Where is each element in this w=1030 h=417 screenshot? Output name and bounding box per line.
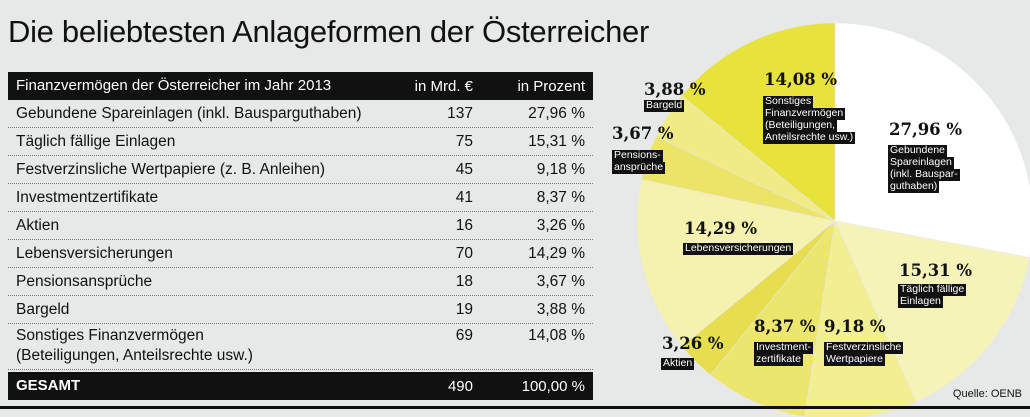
- table-row: Bargeld 19 3,88 %: [8, 296, 593, 324]
- pie-percent-label: 9,18 %: [824, 317, 886, 336]
- row-percent: 14,29 %: [528, 244, 585, 262]
- total-label: GESAMT: [16, 377, 81, 394]
- pie-caption-label: Aktien: [661, 357, 695, 370]
- table-row: Festverzinsliche Wertpapiere (z. B. Anle…: [8, 156, 593, 184]
- table-row: Gebundene Spareinlagen (inkl. Bauspargut…: [8, 100, 593, 128]
- table-total: GESAMT 490 100,00 %: [8, 372, 593, 400]
- pie-caption-label: Wertpapiere: [824, 353, 886, 366]
- pie-caption-label: zertifikate: [754, 353, 803, 366]
- pie-percent-label: 3,67 %: [612, 124, 674, 143]
- header-percent: in Prozent: [517, 77, 585, 95]
- table-header: Finanzvermögen der Österreicher im Jahr …: [8, 72, 593, 100]
- pie-caption-label: ansprüche: [612, 161, 666, 174]
- row-percent: 9,18 %: [536, 160, 585, 178]
- pie-caption-label: (Beteiligungen,: [763, 119, 838, 132]
- pie-percent-label: 14,29 %: [684, 219, 758, 238]
- pie-caption-label: Täglich fällige: [898, 283, 967, 296]
- row-label: Pensionsansprüche: [16, 272, 153, 290]
- pie-caption-label: Anteilsrechte usw.): [763, 131, 856, 144]
- pie-slice: [804, 219, 917, 417]
- pie-caption-label: Gebundene: [888, 144, 947, 157]
- total-amount: 490: [447, 377, 473, 395]
- row-amount: 70: [455, 244, 473, 262]
- pie-percent-label: 3,88 %: [644, 80, 706, 99]
- row-label: Gebundene Spareinlagen (inkl. Bauspargut…: [16, 104, 362, 122]
- row-percent: 3,26 %: [536, 216, 585, 234]
- row-amount: 69: [455, 327, 473, 344]
- pie-caption-label: Pensions-: [612, 149, 663, 162]
- pie-caption-label: Investment-: [754, 341, 813, 354]
- table-row: Sonstiges Finanzvermögen (Beteiligungen,…: [8, 324, 593, 370]
- row-label-line2: (Beteiligungen, Anteilsrechte usw.): [16, 347, 253, 364]
- pie-slice: [710, 219, 836, 417]
- row-percent: 15,31 %: [528, 132, 585, 150]
- pie-percent-label: 27,96 %: [889, 120, 963, 139]
- row-amount: 41: [455, 188, 473, 206]
- pie-slice: [834, 22, 1030, 258]
- row-label: Aktien: [16, 216, 60, 234]
- table-row: Täglich fällige Einlagen 75 15,31 %: [8, 128, 593, 156]
- pie-caption-label: (inkl. Bauspar-: [888, 168, 960, 181]
- source-note: Quelle: OENB: [952, 388, 1022, 400]
- data-table: Finanzvermögen der Österreicher im Jahr …: [8, 72, 593, 400]
- pie-caption-label: Finanzvermögen: [763, 107, 846, 120]
- pie-caption-label: Lebensversicherungen: [683, 242, 794, 255]
- pie-caption-label: Sonstiges: [763, 95, 814, 108]
- header-amount: in Mrd. €: [414, 77, 473, 95]
- pie-slice: [681, 22, 836, 222]
- pie-slice: [636, 179, 836, 347]
- pie-percent-label: 8,37 %: [754, 317, 816, 336]
- row-label: Investmentzertifikate: [16, 188, 159, 206]
- row-label: Festverzinsliche Wertpapiere (z. B. Anle…: [16, 160, 325, 178]
- row-percent: 8,37 %: [536, 188, 585, 206]
- page-title: Die beliebtesten Anlageformen der Österr…: [8, 14, 649, 49]
- table-row: Investmentzertifikate 41 8,37 %: [8, 184, 593, 212]
- header-label: Finanzvermögen der Österreicher im Jahr …: [16, 77, 332, 94]
- row-amount: 75: [455, 132, 473, 150]
- row-label: Täglich fällige Einlagen: [16, 132, 176, 150]
- pie-caption-label: Einlagen: [898, 295, 943, 308]
- table-row: Pensionsansprüche 18 3,67 %: [8, 268, 593, 296]
- pie-percent-label: 15,31 %: [899, 261, 973, 280]
- row-amount: 137: [447, 104, 473, 122]
- row-percent: 27,96 %: [528, 104, 585, 122]
- row-amount: 18: [455, 272, 473, 290]
- row-percent: 14,08 %: [528, 327, 585, 344]
- pie-percent-label: 3,26 %: [662, 334, 724, 353]
- total-percent: 100,00 %: [521, 377, 585, 395]
- row-label-line1: Sonstiges Finanzvermögen: [16, 327, 204, 344]
- row-percent: 3,67 %: [536, 272, 585, 290]
- pie-percent-label: 14,08 %: [764, 70, 838, 89]
- row-percent: 3,88 %: [536, 300, 585, 318]
- row-amount: 45: [455, 160, 473, 178]
- row-label: Bargeld: [16, 300, 70, 318]
- pie-caption-label: Bargeld: [644, 99, 685, 112]
- row-label: Lebensversicherungen: [16, 244, 173, 262]
- bottom-rule: [0, 406, 1030, 409]
- table-row: Lebensversicherungen 70 14,29 %: [8, 240, 593, 268]
- pie-slice: [834, 220, 1030, 402]
- pie-caption-label: Festverzinsliche: [824, 341, 904, 354]
- row-label: Sonstiges Finanzvermögen (Beteiligungen,…: [8, 326, 383, 366]
- pie-caption-label: guthaben): [888, 180, 940, 193]
- table-row: Aktien 16 3,26 %: [8, 212, 593, 240]
- pie-caption-label: Spareinlagen: [888, 156, 954, 169]
- row-amount: 19: [455, 300, 473, 318]
- row-amount: 16: [455, 216, 473, 234]
